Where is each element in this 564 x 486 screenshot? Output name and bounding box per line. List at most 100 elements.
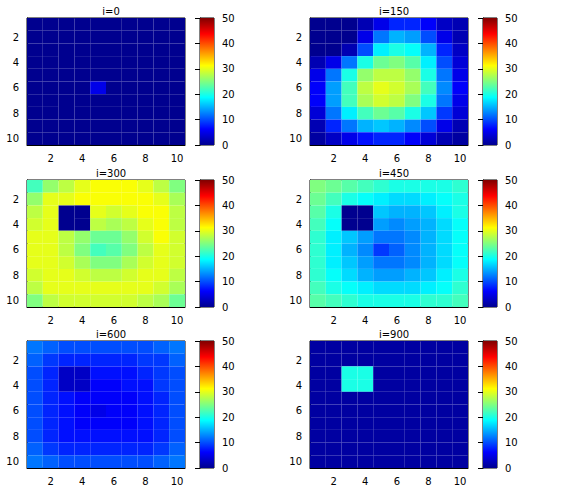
svg-text:10: 10 [454, 476, 467, 486]
svg-text:20: 20 [505, 412, 518, 423]
svg-text:2: 2 [48, 315, 54, 326]
svg-text:4: 4 [296, 219, 302, 230]
svg-text:2: 2 [331, 315, 337, 326]
svg-text:2: 2 [331, 153, 337, 164]
svg-text:10: 10 [222, 437, 235, 448]
svg-text:10: 10 [6, 456, 19, 467]
svg-text:4: 4 [296, 57, 302, 68]
svg-text:6: 6 [13, 405, 19, 416]
svg-text:20: 20 [505, 251, 518, 262]
svg-text:0: 0 [222, 302, 228, 313]
svg-text:30: 30 [222, 63, 235, 74]
svg-text:4: 4 [13, 219, 19, 230]
svg-text:i=600: i=600 [96, 329, 126, 340]
svg-text:6: 6 [111, 476, 117, 486]
svg-text:8: 8 [142, 153, 148, 164]
svg-text:i=900: i=900 [379, 329, 409, 340]
svg-text:4: 4 [362, 476, 368, 486]
svg-text:30: 30 [505, 225, 518, 236]
svg-text:8: 8 [142, 315, 148, 326]
svg-text:8: 8 [296, 431, 302, 442]
svg-text:8: 8 [13, 431, 19, 442]
svg-text:50: 50 [505, 336, 518, 347]
svg-text:2: 2 [296, 32, 302, 43]
svg-text:10: 10 [505, 437, 518, 448]
svg-text:2: 2 [48, 476, 54, 486]
svg-text:50: 50 [222, 13, 235, 24]
svg-text:0: 0 [505, 140, 511, 151]
svg-text:10: 10 [289, 133, 302, 144]
svg-text:30: 30 [222, 386, 235, 397]
svg-text:2: 2 [296, 355, 302, 366]
svg-text:2: 2 [331, 476, 337, 486]
svg-text:4: 4 [13, 57, 19, 68]
svg-text:8: 8 [425, 476, 431, 486]
svg-text:2: 2 [13, 355, 19, 366]
svg-text:2: 2 [296, 194, 302, 205]
svg-text:30: 30 [505, 386, 518, 397]
svg-text:10: 10 [222, 114, 235, 125]
svg-text:8: 8 [425, 153, 431, 164]
svg-text:8: 8 [13, 270, 19, 281]
svg-text:4: 4 [79, 476, 85, 486]
svg-text:2: 2 [13, 194, 19, 205]
svg-text:0: 0 [505, 463, 511, 474]
svg-text:6: 6 [13, 82, 19, 93]
svg-text:20: 20 [222, 89, 235, 100]
svg-text:6: 6 [394, 153, 400, 164]
svg-text:10: 10 [454, 153, 467, 164]
svg-text:10: 10 [505, 276, 518, 287]
svg-text:10: 10 [171, 315, 184, 326]
svg-text:4: 4 [362, 153, 368, 164]
svg-text:6: 6 [296, 244, 302, 255]
svg-text:10: 10 [289, 456, 302, 467]
svg-text:i=450: i=450 [379, 168, 409, 179]
svg-text:8: 8 [296, 108, 302, 119]
svg-text:6: 6 [394, 315, 400, 326]
svg-text:8: 8 [425, 315, 431, 326]
svg-text:i=0: i=0 [102, 6, 120, 17]
svg-text:10: 10 [6, 133, 19, 144]
svg-text:40: 40 [222, 200, 235, 211]
svg-text:6: 6 [13, 244, 19, 255]
svg-text:10: 10 [505, 114, 518, 125]
svg-text:40: 40 [505, 38, 518, 49]
svg-text:4: 4 [362, 315, 368, 326]
svg-text:4: 4 [79, 315, 85, 326]
svg-text:10: 10 [222, 276, 235, 287]
svg-text:6: 6 [111, 153, 117, 164]
svg-text:0: 0 [222, 463, 228, 474]
svg-text:50: 50 [505, 175, 518, 186]
svg-text:10: 10 [454, 315, 467, 326]
svg-text:4: 4 [79, 153, 85, 164]
svg-text:8: 8 [142, 476, 148, 486]
svg-text:40: 40 [222, 361, 235, 372]
svg-text:20: 20 [505, 89, 518, 100]
svg-text:40: 40 [222, 38, 235, 49]
svg-text:6: 6 [296, 405, 302, 416]
svg-text:40: 40 [505, 361, 518, 372]
svg-text:4: 4 [13, 380, 19, 391]
svg-text:10: 10 [171, 476, 184, 486]
svg-text:10: 10 [6, 295, 19, 306]
svg-text:50: 50 [222, 175, 235, 186]
svg-text:6: 6 [296, 82, 302, 93]
svg-text:2: 2 [48, 153, 54, 164]
svg-text:50: 50 [505, 13, 518, 24]
svg-text:8: 8 [296, 270, 302, 281]
svg-text:i=300: i=300 [96, 168, 126, 179]
svg-text:6: 6 [394, 476, 400, 486]
svg-text:0: 0 [505, 302, 511, 313]
svg-text:10: 10 [289, 295, 302, 306]
svg-text:6: 6 [111, 315, 117, 326]
svg-text:30: 30 [222, 225, 235, 236]
svg-text:2: 2 [13, 32, 19, 43]
svg-text:20: 20 [222, 251, 235, 262]
svg-text:40: 40 [505, 200, 518, 211]
svg-text:0: 0 [222, 140, 228, 151]
svg-text:i=150: i=150 [379, 6, 409, 17]
svg-text:10: 10 [171, 153, 184, 164]
svg-text:30: 30 [505, 63, 518, 74]
svg-text:20: 20 [222, 412, 235, 423]
svg-text:50: 50 [222, 336, 235, 347]
